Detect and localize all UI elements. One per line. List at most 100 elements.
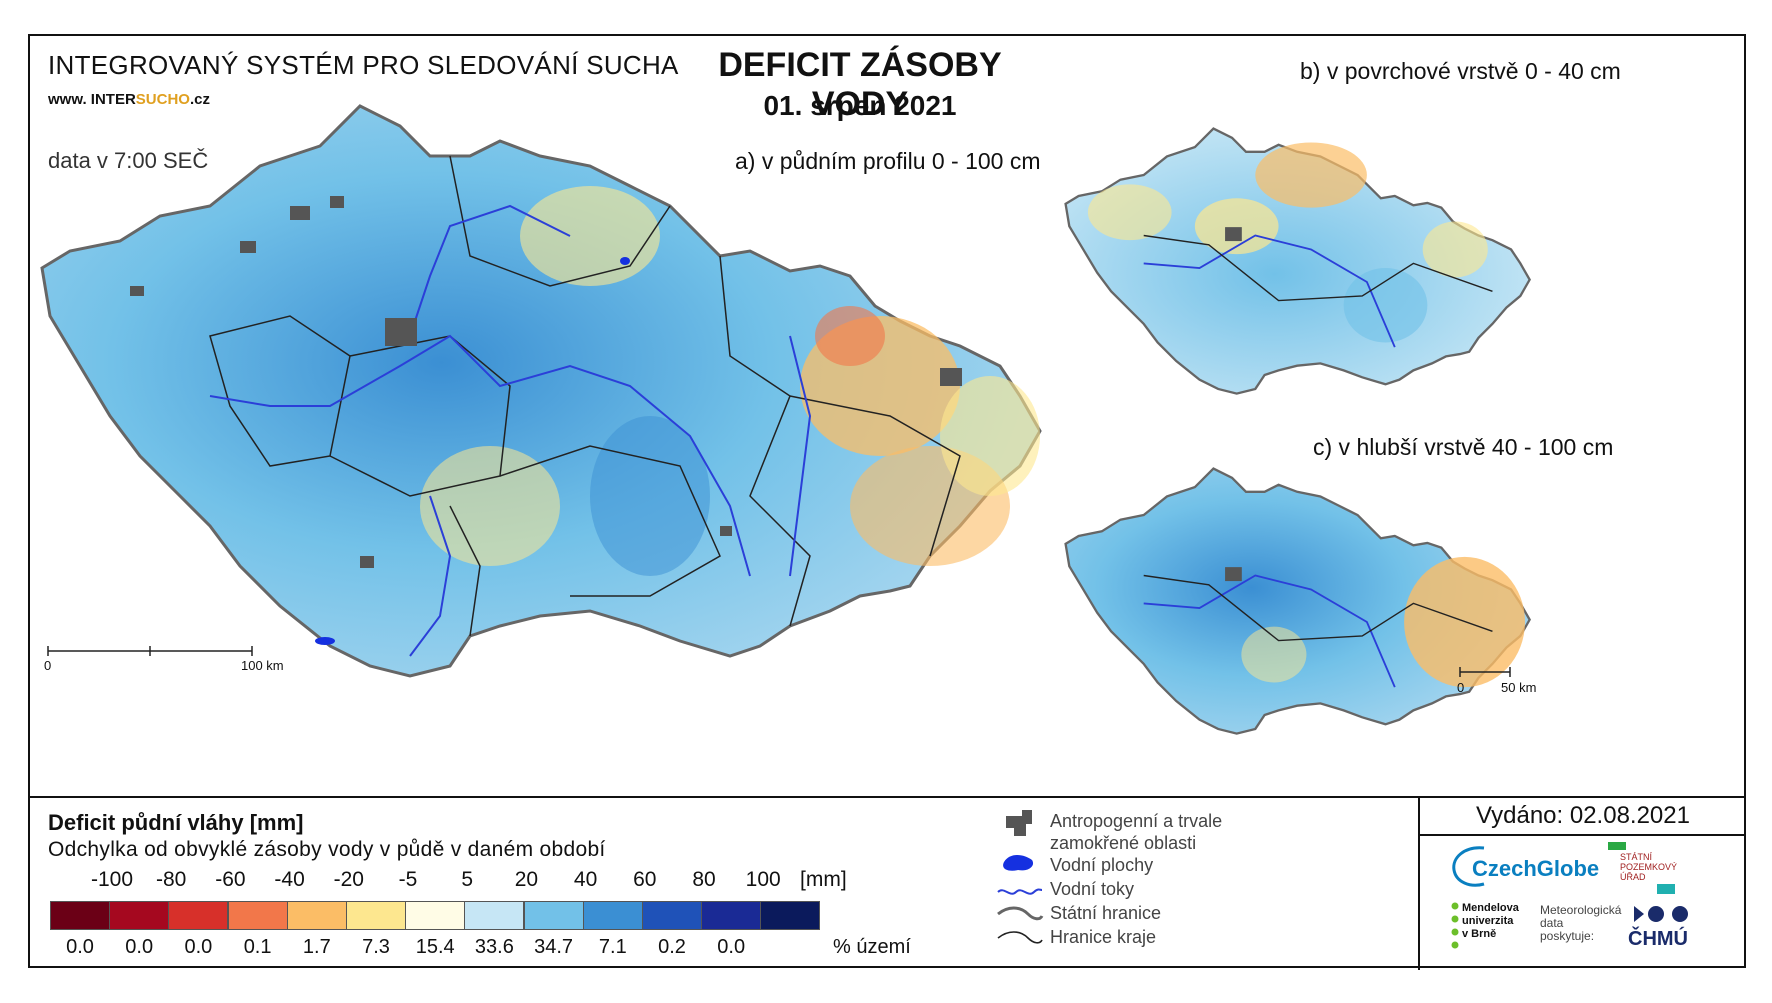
map-panel: INTEGROVANÝ SYSTÉM PRO SLEDOVÁNÍ SUCHA w… [30,36,1744,795]
percent-unit: % území [833,936,911,958]
scale-bar-small [1459,667,1511,677]
legend-threshold-label: 60 [633,868,657,891]
map-b-urban-area [1225,227,1242,242]
map-a-region-border [329,335,511,497]
system-title: INTEGROVANÝ SYSTÉM PRO SLEDOVÁNÍ SUCHA [48,50,679,80]
map-b-region-border [1143,234,1493,302]
state-border-icon [997,906,1044,921]
legend-area-percent: 15.4 [415,936,455,958]
website-highlight: SUCHO [135,91,190,108]
legend-area-percent: 0.2 [658,936,686,958]
legend-area-percent: 7.3 [362,936,390,958]
map-a-region-border [449,155,671,287]
map-a [40,104,1042,678]
legend-water-label: Vodní plochy [1050,855,1154,875]
spu-logo: STÁTNÍ POZEMKOVÝ ÚŘAD [1620,852,1677,882]
legend-area-percent: 33.6 [474,936,514,958]
map-a-urban-area [330,196,344,208]
map-a-water-body [620,257,630,265]
spu-line: ÚŘAD [1620,872,1646,882]
data-time: data v 7:00 SEČ [48,148,209,173]
legend-area-percent: 0.0 [717,936,746,958]
map-a-urban-area [940,368,962,386]
map-b-wet-zone [1343,268,1428,343]
map-c-river [1143,574,1396,688]
spu-accent-mark [1657,884,1675,894]
spu-logo-mark [1608,842,1626,850]
legend-color-swatch [227,901,288,930]
legend-threshold-label: -60 [215,868,246,891]
czechglobe-logo: CzechGlobe [1472,856,1600,881]
mendelu-line: v Brně [1462,928,1497,940]
website-link[interactable]: www. INTERSUCHO.cz [48,91,210,108]
legend-color-swatch [346,901,406,930]
czechglobe-swirl-icon [1452,846,1485,887]
legend-threshold-label: -100 [90,868,134,891]
provider-line: data [1540,916,1564,930]
map-a-region-border [789,395,961,557]
water-body-icon [1003,855,1034,871]
map-a-title: a) v půdním profilu 0 - 100 cm [735,148,1041,174]
legend-subtitle: Odchylka od obvyklé zásoby vody v půdě v… [48,838,606,861]
scale-main-zero: 0 [44,658,52,673]
legend-area-percent: 0.0 [125,936,154,958]
figure-frame: INTEGROVANÝ SYSTÉM PRO SLEDOVÁNÍ SUCHA w… [28,34,1746,970]
issued-box: Vydáno: 02.08.2021 CzechGlobe STÁTNÍ POZ… [1418,798,1746,970]
map-a-river [209,334,751,577]
provider-line: Meteorologická [1540,903,1622,917]
map-a-region-border [719,255,811,627]
map-a-region-border [449,505,481,637]
legend-threshold-label: -40 [274,868,305,891]
map-c-dry-zone-south [1241,626,1307,683]
mendelu-dots-icon [1451,902,1459,949]
legend-color-swatch [582,901,643,930]
region-border-icon [997,931,1043,944]
map-a-region-border [499,445,721,597]
website-suffix: .cz [189,91,210,108]
legend-panel: Deficit půdní vláhy [mm] Odchylka od obv… [30,796,1746,970]
map-a-urban-area [720,526,732,536]
legend-region-border-label: Hranice kraje [1050,927,1157,947]
mendelu-logo: Mendelova univerzita v Brně [1462,902,1519,941]
website-prefix: www. INTER [48,91,136,108]
map-b-dry-zone-center [1194,198,1279,255]
map-b [1064,127,1531,395]
river-icon [997,888,1043,895]
maps-canvas [40,104,1531,735]
map-b-dry-zone-north [1255,142,1367,208]
legend-color-swatch [109,901,170,930]
legend-color-swatch [50,901,110,930]
legend-threshold-label: 40 [573,868,598,891]
mendelu-line: univerzita [1462,915,1514,927]
scale-main-end: 100 km [241,658,284,673]
legend-title: Deficit půdní vláhy [mm] [48,810,304,835]
spu-line: STÁTNÍ [1620,852,1653,862]
legend-area-percent: 1.7 [302,936,331,958]
map-a-river [409,495,452,657]
map-a-urban-area [130,286,144,296]
legend-color-swatch [523,901,584,930]
chmu-logo: ČHMÚ [1628,928,1688,950]
legend-color-swatch [405,901,466,930]
scale-bar-main [47,646,253,656]
data-provider-note: Meteorologická data poskytuje: [1540,904,1621,943]
map-a-urban-area [240,241,256,253]
spu-line: POZEMKOVÝ [1620,862,1678,872]
symbol-icons [997,810,1044,944]
map-a-dry-zone-far-east [940,376,1040,496]
mendelu-line: Mendelova [1462,902,1519,914]
map-c-region-border [1143,574,1493,642]
legend-urban-label: Antropogenní a trvale zamokřené oblasti [1050,811,1223,853]
legend-threshold-label: 5 [461,868,474,891]
legend-threshold-label: -5 [398,868,418,891]
map-a-wet-zone [590,416,710,576]
provider-line: poskytuje: [1540,929,1595,943]
map-a-dry-zone-south [420,446,560,566]
map-b-title: b) v povrchové vrstvě 0 - 40 cm [1300,58,1621,84]
map-a-dry-core [815,306,885,366]
map-a-water-body [315,637,335,645]
legend-color-swatch [168,901,229,930]
legend-area-percent: 0.1 [243,936,272,958]
chmu-emblem-icon [1634,906,1688,922]
map-c [1064,467,1531,735]
